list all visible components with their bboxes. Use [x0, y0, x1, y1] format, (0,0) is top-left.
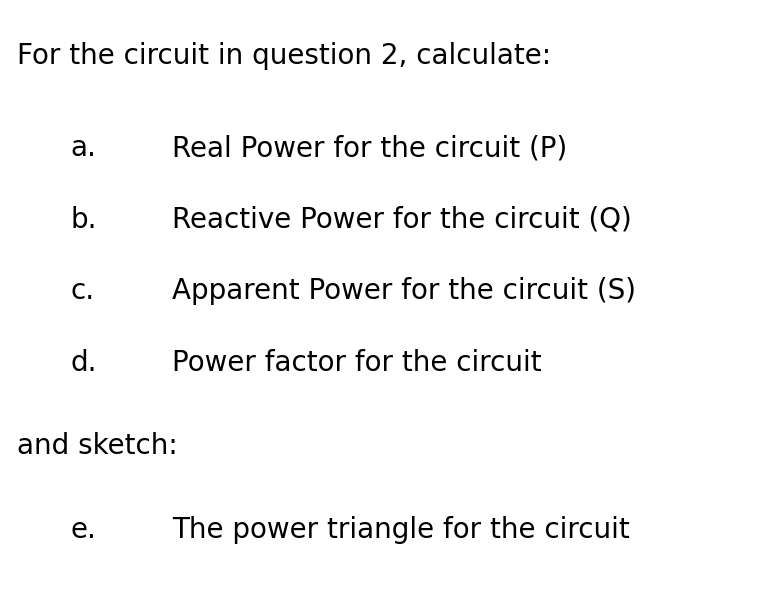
Text: The power triangle for the circuit: The power triangle for the circuit: [172, 516, 630, 544]
Text: Reactive Power for the circuit (Q): Reactive Power for the circuit (Q): [172, 206, 632, 234]
Text: Power factor for the circuit: Power factor for the circuit: [172, 349, 542, 377]
Text: e.: e.: [71, 516, 96, 544]
Text: and sketch:: and sketch:: [17, 432, 178, 460]
Text: c.: c.: [71, 277, 95, 305]
Text: Real Power for the circuit (P): Real Power for the circuit (P): [172, 134, 568, 162]
Text: Apparent Power for the circuit (S): Apparent Power for the circuit (S): [172, 277, 637, 305]
Text: b.: b.: [71, 206, 97, 234]
Text: For the circuit in question 2, calculate:: For the circuit in question 2, calculate…: [17, 42, 551, 70]
Text: d.: d.: [71, 349, 97, 377]
Text: a.: a.: [71, 134, 96, 162]
